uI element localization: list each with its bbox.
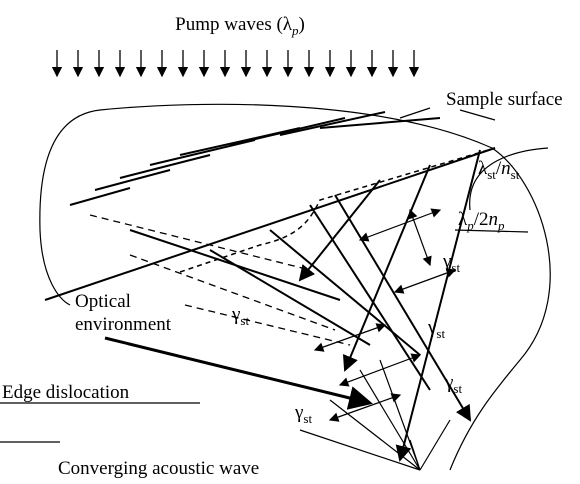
gamma-label: γst: [427, 317, 445, 341]
wavelength-label: λst/nst: [478, 158, 520, 182]
pump-label: Pump waves (λp): [175, 14, 305, 38]
text: n: [501, 158, 511, 179]
pump-arrows: [51, 50, 420, 78]
text: st: [240, 313, 249, 328]
text: γ: [231, 304, 240, 325]
text: λ: [458, 209, 468, 230]
sample-surface-label: Sample surface: [446, 89, 563, 110]
sample-body: [39, 103, 551, 471]
optical-label: Optical: [75, 291, 131, 312]
edge-dislocation-label: Edge dislocation: [2, 382, 130, 403]
text: st: [511, 167, 520, 182]
text: st: [451, 260, 460, 275]
text: n: [489, 209, 499, 230]
ridges: [69, 111, 481, 462]
text: γ: [427, 317, 436, 338]
text: st: [453, 381, 462, 396]
gamma-label: γst: [294, 402, 312, 426]
text: λ: [478, 158, 488, 179]
text: p: [466, 218, 474, 233]
converging-wave-label: Converging acoustic wave: [58, 458, 259, 479]
gamma-label: γst: [442, 251, 460, 275]
gamma-label: γst: [231, 304, 249, 328]
text: p: [497, 218, 505, 233]
gamma-label: γst: [444, 372, 462, 396]
text: st: [487, 167, 496, 182]
optical-label: environment: [75, 314, 172, 335]
text: ): [299, 14, 305, 35]
dimension-arrows: [0, 107, 549, 471]
text: st: [436, 326, 445, 341]
half-pump-label: λp/2np: [458, 209, 505, 233]
text: Pump waves (λ: [175, 14, 293, 35]
text: p: [291, 23, 299, 38]
text: γ: [444, 372, 453, 393]
text: /2: [474, 209, 489, 230]
text: /: [496, 158, 502, 179]
text: γ: [294, 402, 303, 423]
text: γ: [442, 251, 451, 272]
text: st: [303, 411, 312, 426]
